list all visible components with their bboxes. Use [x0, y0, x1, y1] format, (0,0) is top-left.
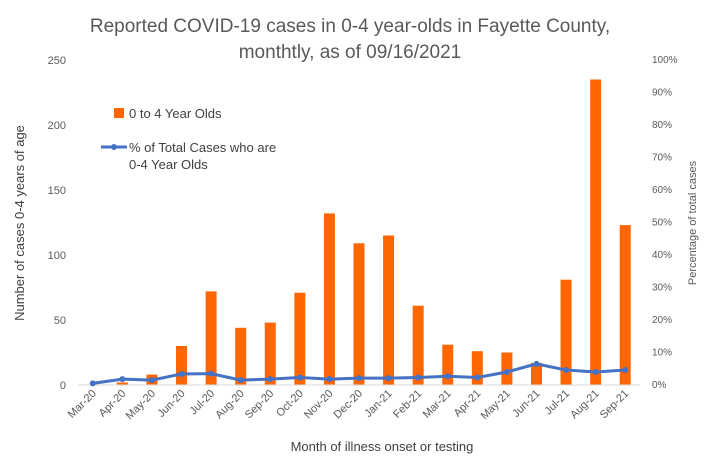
bar-jul-20: [205, 291, 217, 385]
bar-jun-20: [176, 346, 188, 385]
bar-jun-21: [530, 362, 542, 385]
y-tick-label: 250: [48, 55, 66, 67]
y-tick-label: 50: [54, 315, 66, 327]
bar-jul-21: [560, 279, 572, 385]
percent-point-apr-20: [119, 376, 126, 383]
left-axis-tick-labels: 0 50 100 150 200 250: [48, 55, 66, 392]
y2-tick-label: 50%: [652, 218, 672, 229]
y-axis-title: Number of cases 0-4 years of age: [12, 125, 27, 321]
bar-sep-21: [619, 225, 631, 385]
x-tick-label: May-20: [124, 388, 158, 422]
percent-point-jan-21: [385, 375, 392, 382]
y2-tick-label: 30%: [652, 283, 672, 294]
y2-tick-label: 70%: [652, 153, 672, 164]
bar-nov-20: [323, 213, 335, 385]
legend-line-marker: [111, 144, 117, 150]
percent-point-jul-20: [208, 370, 215, 377]
y2-tick-label: 0%: [652, 380, 667, 391]
percent-point-jun-21: [533, 360, 540, 367]
x-tick-label: Aug-20: [213, 388, 247, 422]
x-tick-label: Dec-20: [332, 388, 366, 422]
x-tick-label: Nov-20: [302, 388, 336, 422]
bar-apr-20: [116, 382, 128, 385]
x-axis-title: Month of illness onset or testing: [291, 439, 474, 454]
percent-point-apr-21: [474, 374, 481, 381]
legend-bar-label: 0 to 4 Year Olds: [129, 106, 222, 121]
x-tick-label: Mar-20: [66, 388, 99, 421]
bar-oct-20: [294, 292, 306, 385]
legend-bar-swatch: [114, 108, 124, 118]
x-tick-label: Sep-21: [598, 388, 632, 422]
y2-tick-label: 10%: [652, 348, 672, 359]
x-tick-label: Aug-21: [568, 388, 602, 422]
percent-point-sep-21: [622, 367, 629, 374]
y2-tick-label: 40%: [652, 250, 672, 261]
right-axis-tick-labels: 0% 10% 20% 30% 40% 50% 60% 70% 80% 90% 100%: [652, 55, 678, 391]
y2-tick-label: 100%: [652, 55, 678, 66]
bar-aug-21: [590, 79, 602, 385]
legend: 0 to 4 Year Olds % of Total Cases who ar…: [101, 106, 276, 172]
y-tick-label: 100: [48, 250, 66, 262]
chart-title-line-1: Reported COVID-19 cases in 0-4 year-olds…: [90, 16, 610, 37]
y2-tick-label: 80%: [652, 120, 672, 131]
bar-sep-20: [264, 322, 276, 385]
line-series: [89, 360, 629, 387]
legend-line-label-2: 0-4 Year Olds: [129, 157, 208, 172]
percent-point-jul-21: [563, 367, 570, 374]
x-tick-label: Feb-21: [391, 388, 424, 421]
bar-apr-21: [471, 351, 483, 385]
percent-point-feb-21: [415, 374, 422, 381]
y2-tick-label: 90%: [652, 88, 672, 99]
percent-point-jun-20: [178, 370, 185, 377]
bar-jan-21: [383, 235, 395, 385]
percent-point-nov-20: [326, 376, 333, 383]
percent-point-aug-21: [592, 369, 599, 375]
x-tick-label: Jun-20: [155, 388, 187, 420]
bar-mar-21: [442, 344, 454, 385]
y-tick-label: 200: [48, 120, 66, 132]
bar-may-21: [501, 352, 513, 385]
percent-point-oct-20: [296, 374, 303, 381]
x-tick-label: Jun-21: [510, 388, 542, 420]
bar-series: [116, 79, 631, 385]
percent-point-aug-20: [237, 377, 244, 384]
x-tick-label: Jan-21: [362, 388, 394, 420]
y2-axis-title: Percentage of total cases: [687, 160, 699, 285]
percent-point-dec-20: [356, 375, 362, 382]
percent-point-may-20: [148, 377, 155, 384]
percent-point-mar-20: [89, 380, 96, 387]
percent-point-may-21: [503, 369, 510, 375]
y-tick-label: 0: [60, 380, 66, 392]
bar-dec-20: [353, 243, 365, 385]
percent-point-mar-21: [444, 373, 451, 380]
legend-line-label-1: % of Total Cases who are: [129, 140, 276, 155]
y2-tick-label: 60%: [652, 185, 672, 196]
x-tick-label: Mar-21: [421, 388, 454, 421]
bar-aug-20: [235, 327, 247, 385]
x-tick-label: Oct-20: [274, 388, 306, 420]
y-tick-label: 150: [48, 185, 66, 197]
chart-title-line-2: monthtly, as of 09/16/2021: [239, 42, 462, 63]
x-tick-label: Sep-20: [243, 388, 277, 422]
y2-tick-label: 20%: [652, 315, 672, 326]
percent-point-sep-20: [267, 376, 274, 383]
bar-feb-21: [412, 305, 424, 385]
x-tick-label: May-21: [479, 388, 513, 422]
